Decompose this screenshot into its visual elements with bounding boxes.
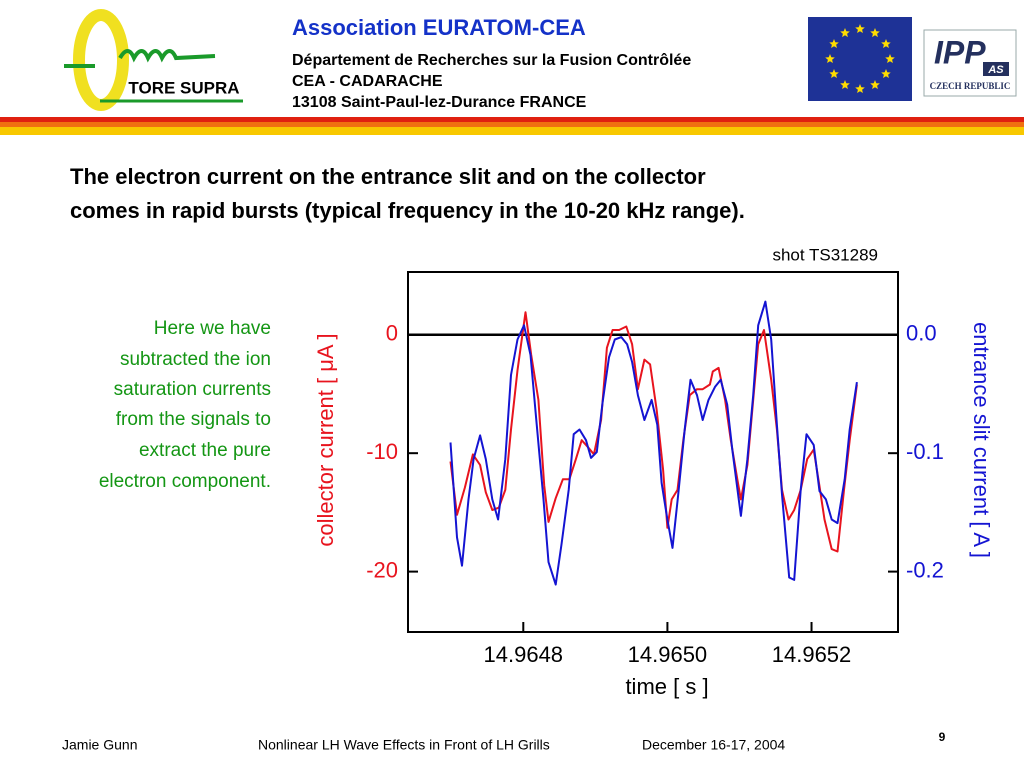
page-number: 9 — [939, 730, 946, 744]
y-tick-label: 0 — [386, 321, 398, 346]
y2-tick-label: -0.2 — [906, 557, 944, 582]
flag-star — [855, 24, 865, 33]
flag-star — [829, 69, 839, 78]
flag-star — [881, 39, 891, 48]
flag-star — [885, 54, 895, 63]
header-line: 13108 Saint-Paul-lez-Durance FRANCE — [292, 94, 587, 111]
header-line: CEA - CADARACHE — [292, 73, 443, 90]
x-axis-label: time [ s ] — [625, 674, 708, 699]
y2-tick-label: -0.1 — [906, 439, 944, 464]
ipp-text: IPP — [934, 34, 986, 70]
y-tick-label: -10 — [366, 439, 398, 464]
note-line: extract the pure — [139, 440, 271, 461]
flag-star — [840, 80, 850, 89]
ipp-logo: IPP AS CZECH REPUBLIC — [923, 29, 1017, 97]
stripe — [0, 117, 1024, 122]
association: Association EURATOM-CEA — [292, 15, 586, 40]
data-line — [449, 311, 858, 553]
eu-flag — [808, 17, 912, 101]
annotation: shot TS31289 — [772, 245, 878, 264]
flag-star — [855, 84, 865, 93]
flag-star — [840, 28, 850, 38]
stripe — [0, 127, 1024, 135]
note-line: from the signals to — [116, 409, 271, 430]
flag-star — [881, 69, 891, 78]
plot-frame — [407, 271, 899, 633]
slide-title: The electron current on the entrance sli… — [70, 164, 706, 189]
ipp-country: CZECH REPUBLIC — [930, 81, 1011, 91]
data-line — [449, 300, 858, 586]
flag-star — [870, 80, 880, 89]
ipp-sub: AS — [987, 64, 1004, 76]
y2-tick-label: 0.0 — [906, 321, 937, 346]
note-line: saturation currents — [114, 379, 271, 400]
note-line: electron component. — [99, 471, 271, 492]
stripe — [0, 122, 1024, 127]
x-tick-label: 14.9652 — [772, 642, 852, 667]
tore-supra-logo: TORE SUPRA — [64, 9, 243, 111]
x-tick-label: 14.9650 — [628, 642, 708, 667]
flag-star — [825, 54, 835, 63]
flag-star — [870, 28, 880, 38]
y-axis-label: collector current [ μA ] — [313, 333, 338, 546]
ipp-sub-box — [983, 62, 1009, 76]
logo-ring — [73, 9, 129, 111]
slide-title: comes in rapid bursts (typical frequency… — [70, 198, 745, 223]
y-tick-label: -20 — [366, 557, 398, 582]
logo-wave — [64, 49, 216, 68]
footer-talk: Nonlinear LH Wave Effects in Front of LH… — [258, 737, 550, 753]
note-line: subtracted the ion — [120, 349, 271, 370]
y2-axis-label: entrance slit current [ A ] — [969, 322, 994, 558]
logo-text: TORE SUPRA — [128, 78, 239, 97]
footer-date: December 16-17, 2004 — [642, 737, 785, 753]
footer-author: Jamie Gunn — [62, 737, 137, 753]
flag-star — [829, 39, 839, 48]
note-line: Here we have — [154, 318, 271, 339]
x-tick-label: 14.9648 — [484, 642, 564, 667]
note: Here we have subtracted the ion saturati… — [99, 318, 271, 492]
header-line: Département de Recherches sur la Fusion … — [292, 52, 691, 69]
